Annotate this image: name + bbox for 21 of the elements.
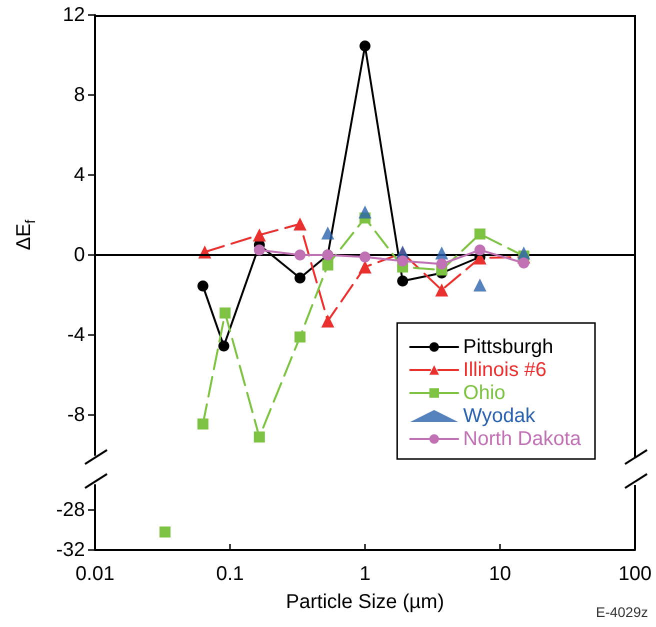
y-axis-title: ΔEf bbox=[13, 220, 38, 250]
y-tick-label: -4 bbox=[67, 324, 85, 346]
legend-label: Illinois #6 bbox=[463, 359, 547, 381]
x-axis-title: Particle Size (µm) bbox=[286, 591, 444, 613]
y-tick-label: 0 bbox=[74, 244, 85, 266]
x-tick-label: 0.01 bbox=[76, 563, 114, 585]
x-tick-label: 100 bbox=[618, 563, 652, 585]
text: E-4029z bbox=[596, 604, 648, 620]
y-tick-label: 4 bbox=[74, 164, 85, 186]
y-tick-label: 8 bbox=[74, 84, 85, 106]
legend-label: Pittsburgh bbox=[463, 336, 554, 358]
y-tick-label: -28 bbox=[56, 499, 85, 521]
legend-label: Wyodak bbox=[463, 405, 536, 427]
x-tick-label: 10 bbox=[488, 563, 512, 585]
y-tick-label: -8 bbox=[67, 404, 85, 426]
x-tick-label: 1 bbox=[359, 563, 371, 585]
legend-label: North Dakota bbox=[463, 428, 582, 450]
y-tick-label: -32 bbox=[56, 539, 85, 561]
legend-label: Ohio bbox=[463, 382, 506, 404]
x-tick-label: 0.1 bbox=[216, 563, 244, 585]
y-tick-label: 12 bbox=[62, 4, 85, 26]
